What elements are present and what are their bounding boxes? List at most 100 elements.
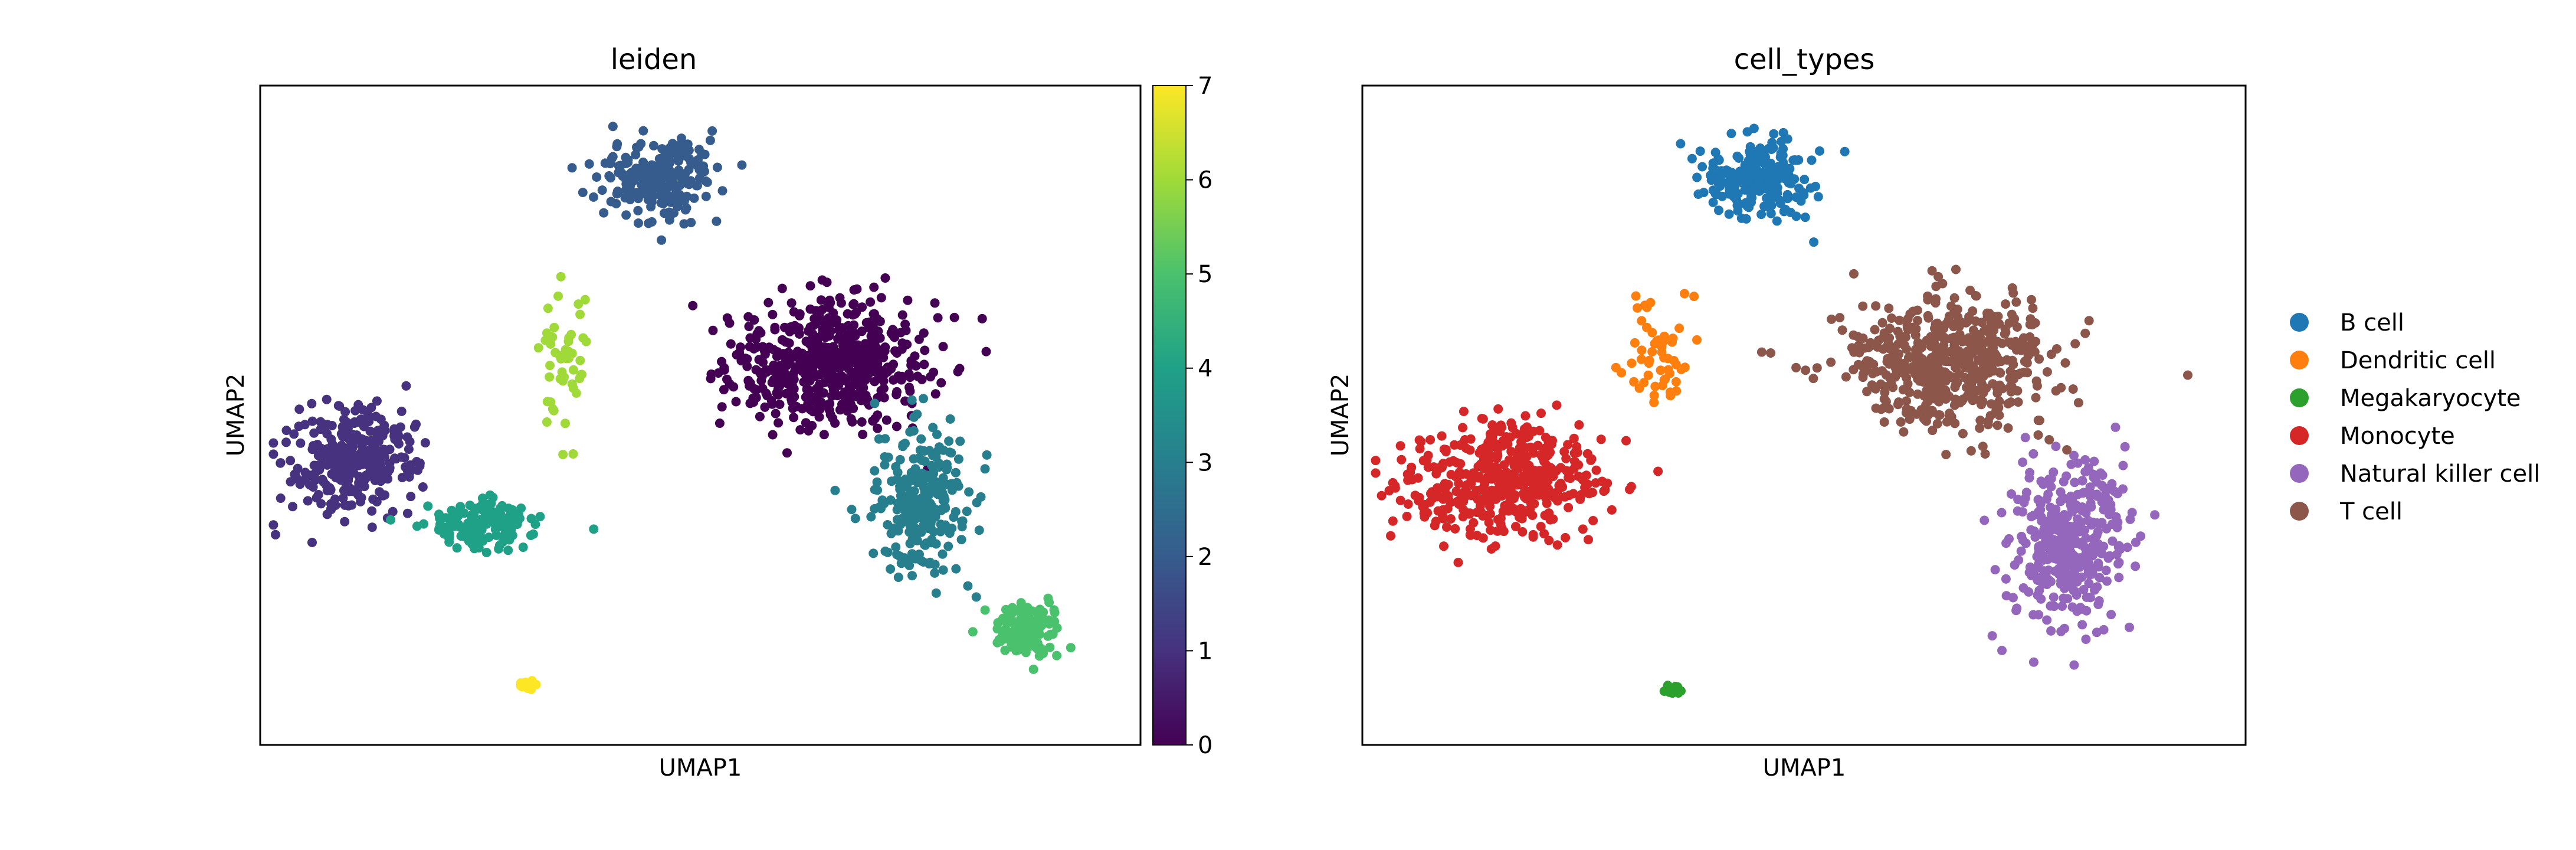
scatter-point xyxy=(568,383,578,393)
scatter-point xyxy=(930,389,940,399)
scatter-point xyxy=(929,367,939,377)
scatter-point xyxy=(2005,374,2015,384)
scatter-point xyxy=(957,516,967,527)
scatter-point xyxy=(869,309,879,319)
scatter-point xyxy=(803,326,813,336)
scatter-point xyxy=(2031,376,2041,386)
scatter-point xyxy=(1671,377,1681,387)
scatter-point xyxy=(822,321,832,331)
scatter-point xyxy=(2069,586,2079,596)
x-axis-label-leiden: UMAP1 xyxy=(659,754,742,782)
scatter-point xyxy=(1539,453,1549,463)
scatter-point xyxy=(2106,505,2116,515)
scatter-point xyxy=(606,197,616,207)
scatter-point xyxy=(725,318,735,328)
scatter-point xyxy=(1782,194,1792,204)
scatter-point xyxy=(2008,288,2018,298)
scatter-point xyxy=(805,281,815,291)
scatter-point xyxy=(964,487,974,497)
scatter-point xyxy=(938,565,948,575)
scatter-point xyxy=(1951,362,1961,372)
scatter-point xyxy=(1794,184,1804,193)
scatter-point xyxy=(2110,422,2121,432)
scatter-point xyxy=(1931,394,1940,404)
scatter-point xyxy=(1964,355,1974,365)
scatter-point xyxy=(1958,429,1968,439)
scatter-point xyxy=(557,367,567,377)
scatter-point xyxy=(1496,514,1506,523)
scatter-point xyxy=(281,426,291,436)
scatter-point xyxy=(744,322,754,331)
scatter-point xyxy=(518,542,528,552)
legend-label: B cell xyxy=(2340,309,2404,336)
scatter-point xyxy=(697,148,707,158)
scatter-point xyxy=(386,515,396,525)
scatter-point xyxy=(762,391,772,401)
scatter-point xyxy=(850,309,860,319)
scatter-point xyxy=(307,416,317,426)
scatter-point xyxy=(493,517,503,527)
scatter-point xyxy=(775,400,785,409)
scatter-point xyxy=(853,340,863,350)
scatter-point xyxy=(758,357,768,367)
scatter-point xyxy=(657,235,667,245)
scatter-point xyxy=(1960,372,1970,382)
scatter-point xyxy=(388,506,398,516)
scatter-point xyxy=(876,293,886,303)
scatter-point xyxy=(1584,535,1593,545)
scatter-point xyxy=(1044,597,1054,607)
scatter-point xyxy=(762,367,772,377)
scatter-point xyxy=(2122,542,2132,552)
scatter-point xyxy=(1580,482,1590,492)
scatter-point xyxy=(1895,331,1905,341)
scatter-point xyxy=(1758,184,1768,194)
scatter-point xyxy=(307,398,317,408)
scatter-point xyxy=(1866,338,1876,348)
scatter-point xyxy=(1000,645,1010,655)
scatter-point xyxy=(1495,484,1505,494)
scatter-point xyxy=(674,156,683,166)
scatter-point xyxy=(418,482,428,492)
scatter-point xyxy=(526,531,536,540)
scatter-point xyxy=(1630,338,1640,348)
scatter-point xyxy=(849,391,859,401)
scatter-point xyxy=(415,461,425,471)
scatter-point xyxy=(870,398,880,408)
scatter-point xyxy=(907,395,917,405)
scatter-point xyxy=(303,496,313,506)
scatter-point xyxy=(633,194,643,204)
scatter-point xyxy=(592,172,602,182)
scatter-point xyxy=(647,197,657,207)
scatter-point xyxy=(1742,127,1752,137)
scatter-point xyxy=(1529,499,1539,509)
scatter-point xyxy=(926,523,936,532)
scatter-point xyxy=(2028,449,2038,459)
scatter-point xyxy=(1439,444,1449,455)
scatter-point xyxy=(1994,319,2004,329)
scatter-point xyxy=(758,384,768,393)
scatter-point xyxy=(335,401,345,411)
scatter-point xyxy=(1478,414,1488,424)
scatter-point xyxy=(1440,480,1450,491)
scatter-point xyxy=(2060,358,2070,368)
scatter-point xyxy=(1669,687,1679,697)
scatter-point xyxy=(1650,339,1660,349)
scatter-point xyxy=(2060,623,2069,633)
scatter-point xyxy=(1941,376,1951,386)
scatter-point xyxy=(2052,525,2062,535)
scatter-point xyxy=(356,493,366,503)
scatter-point xyxy=(922,538,931,548)
scatter-point xyxy=(1415,444,1425,454)
scatter-point xyxy=(474,543,484,552)
scatter-point xyxy=(2125,514,2135,524)
scatter-point xyxy=(1923,291,1933,301)
scatter-point xyxy=(467,510,477,520)
scatter-point xyxy=(362,459,372,469)
scatter-point xyxy=(2031,393,2041,403)
scatter-point xyxy=(1880,387,1890,397)
scatter-point xyxy=(2014,370,2024,380)
scatter-point xyxy=(737,160,747,170)
scatter-point xyxy=(371,468,381,478)
scatter-point xyxy=(1642,322,1651,332)
scatter-point xyxy=(480,517,490,527)
